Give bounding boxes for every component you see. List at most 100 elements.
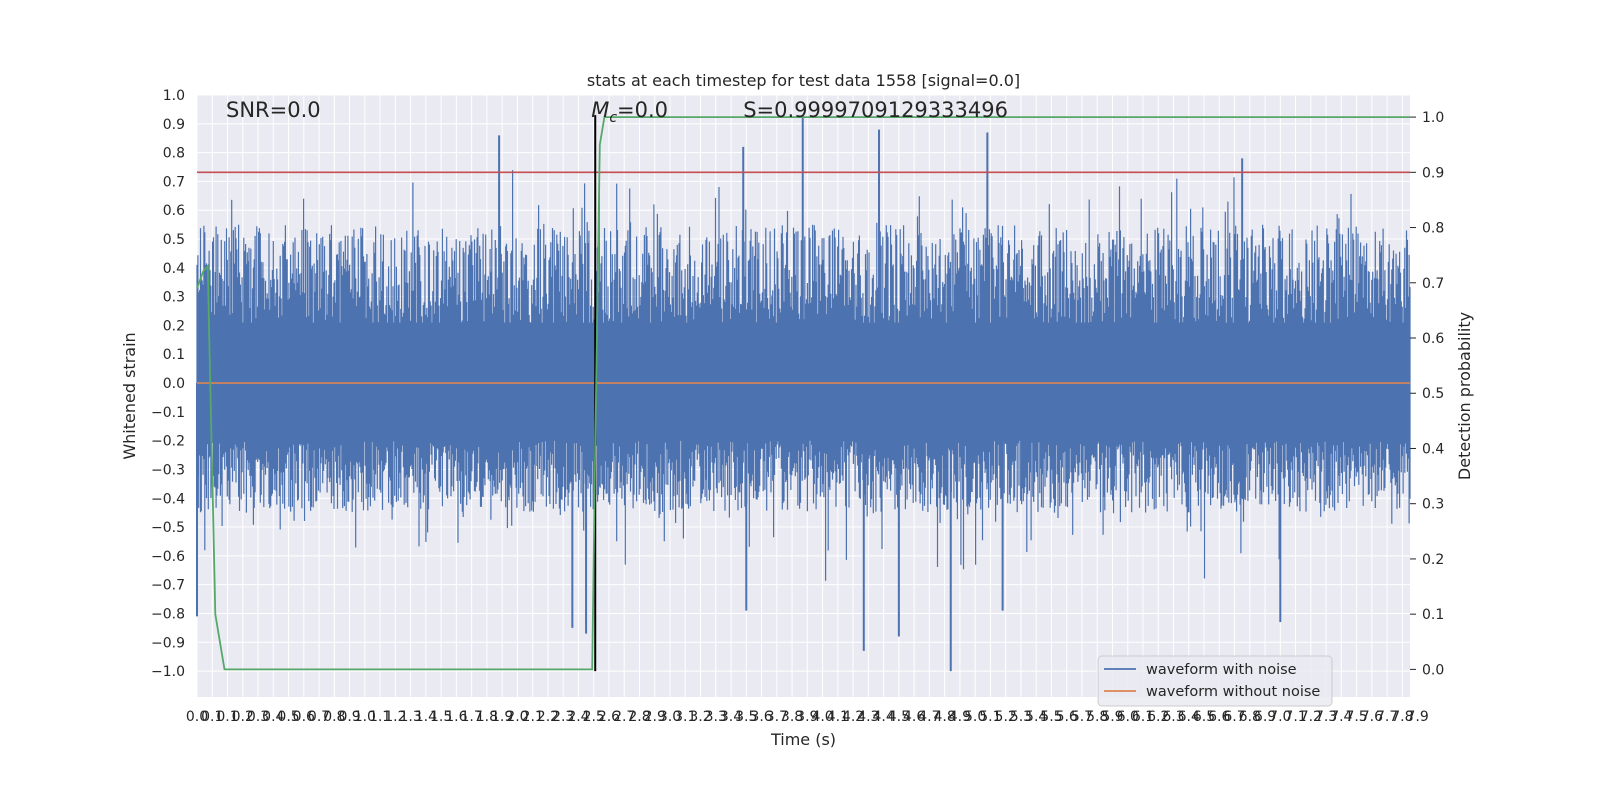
y-tick-label: 1.0 — [163, 88, 185, 104]
y2-tick-label: 0.8 — [1422, 221, 1444, 237]
y-tick-label: −0.7 — [151, 578, 185, 594]
x-tick-label: 4.5 — [888, 709, 910, 725]
x-tick-label: 2.6 — [598, 709, 620, 725]
y-tick-label: 0.5 — [163, 232, 185, 248]
x-tick-label: 0.7 — [308, 709, 330, 725]
lines-layer — [196, 115, 1410, 672]
y2-axis-ticks: 1.0 0.9 0.8 0.7 0.6 0.5 0.4 0.3 0.2 0.1 0.0 — [1410, 110, 1444, 678]
y-tick-label: 0.6 — [163, 203, 185, 219]
x-tick-label: 1.6 — [445, 709, 467, 725]
x-tick-label: 0.1 — [216, 709, 238, 725]
detection-probability-line — [196, 116, 1410, 671]
noise-trace — [196, 170, 1411, 581]
chart-title: stats at each timestep for test data 155… — [587, 71, 1020, 90]
x-tick-label: 6.5 — [1193, 709, 1215, 725]
x-axis-label: Time (s) — [770, 730, 836, 749]
x-tick-label: 6.3 — [1162, 709, 1184, 725]
x-tick-label: 6.9 — [1254, 709, 1276, 725]
x-tick-label: 3.5 — [735, 709, 757, 725]
x-tick-label: 4.7 — [918, 709, 940, 725]
y-tick-label: −1.0 — [151, 664, 185, 680]
y-tick-label: −0.8 — [151, 606, 185, 622]
y2-tick-label: 0.7 — [1422, 276, 1444, 292]
x-tick-label: 1.4 — [415, 709, 437, 725]
x-tick-label: 7.9 — [1406, 709, 1428, 725]
annotation-text: Mc=0.0 — [591, 98, 668, 126]
x-tick-label: 1.8 — [476, 709, 498, 725]
annotation-value: =0.0 — [617, 98, 668, 122]
x-tick-label: 0.4 — [262, 709, 284, 725]
x-tick-label: 4.1 — [827, 709, 849, 725]
x-tick-label: 5.4 — [1025, 709, 1047, 725]
x-tick-label: 3.6 — [750, 709, 772, 725]
x-tick-label: 4.3 — [857, 709, 879, 725]
plot-area — [196, 115, 1411, 672]
x-tick-label: 2.2 — [537, 709, 559, 725]
y-tick-label: 0.2 — [163, 318, 185, 334]
y2-tick-label: 0.6 — [1422, 331, 1444, 347]
x-tick-label: 3.1 — [674, 709, 696, 725]
x-tick-label: 0.3 — [247, 709, 269, 725]
x-tick-label: 2.8 — [628, 709, 650, 725]
y2-tick-label: 0.0 — [1422, 662, 1444, 678]
x-tick-label: 1.1 — [369, 709, 391, 725]
x-tick-label: 4.8 — [934, 709, 956, 725]
y2-axis-label: Detection probability — [1455, 312, 1474, 480]
x-tick-label: 6.1 — [1132, 709, 1154, 725]
x-tick-label: 3.2 — [689, 709, 711, 725]
x-tick-label: 6.6 — [1208, 709, 1230, 725]
x-tick-label: 3.8 — [781, 709, 803, 725]
x-tick-label: 7.6 — [1361, 709, 1383, 725]
x-tick-label: 1.9 — [491, 709, 513, 725]
y2-tick-label: 0.3 — [1422, 497, 1444, 513]
x-tick-label: 3.3 — [705, 709, 727, 725]
x-tick-label: 4.0 — [811, 709, 833, 725]
y-tick-label: 0.9 — [163, 117, 185, 133]
x-tick-label: 5.9 — [1101, 709, 1123, 725]
x-tick-label: 5.0 — [964, 709, 986, 725]
x-tick-label: 0.2 — [232, 709, 254, 725]
y2-tick-label: 1.0 — [1422, 110, 1444, 126]
y-tick-label: −0.3 — [151, 462, 185, 478]
y-tick-label: 0.1 — [163, 347, 185, 363]
x-tick-label: 2.9 — [644, 709, 666, 725]
legend-label: waveform with noise — [1146, 662, 1297, 678]
x-tick-label: 4.6 — [903, 709, 925, 725]
x-tick-label: 1.3 — [399, 709, 421, 725]
x-tick-label: 0.9 — [338, 709, 360, 725]
y-tick-label: 0.4 — [163, 261, 185, 277]
x-tick-label: 5.6 — [1056, 709, 1078, 725]
x-tick-label: 7.8 — [1391, 709, 1413, 725]
legend-label: waveform without noise — [1146, 684, 1320, 700]
y2-tick-label: 0.2 — [1422, 552, 1444, 568]
x-axis-ticks: 0.00.10.10.20.30.40.50.60.70.80.91.01.11… — [186, 709, 1429, 725]
x-tick-label: 0.1 — [201, 709, 223, 725]
x-tick-label: 6.4 — [1178, 709, 1200, 725]
x-tick-label: 6.2 — [1147, 709, 1169, 725]
x-tick-label: 7.4 — [1330, 709, 1352, 725]
x-tick-label: 1.0 — [354, 709, 376, 725]
annotation-math-subscript: c — [609, 110, 617, 126]
waveform-with-noise-series — [196, 115, 1411, 672]
x-tick-label: 2.0 — [506, 709, 528, 725]
y-tick-label: −0.6 — [151, 549, 185, 565]
y-tick-label: 0.7 — [163, 174, 185, 190]
y-tick-label: −0.4 — [151, 491, 185, 507]
y2-tick-label: 0.5 — [1422, 386, 1444, 402]
y-tick-label: −0.2 — [151, 434, 185, 450]
y-tick-label: 0.3 — [163, 290, 185, 306]
x-tick-label: 2.7 — [613, 709, 635, 725]
x-tick-label: 2.3 — [552, 709, 574, 725]
x-tick-label: 7.1 — [1284, 709, 1306, 725]
x-tick-label: 3.9 — [796, 709, 818, 725]
y-tick-label: 0.0 — [163, 376, 185, 392]
y2-tick-label: 0.1 — [1422, 607, 1444, 623]
x-tick-label: 4.2 — [842, 709, 864, 725]
x-tick-label: 5.3 — [1010, 709, 1032, 725]
y-axis-label: Whitened strain — [120, 332, 139, 459]
x-tick-label: 6.7 — [1223, 709, 1245, 725]
x-tick-label: 3.4 — [720, 709, 742, 725]
x-tick-label: 6.8 — [1239, 709, 1261, 725]
x-tick-label: 0.5 — [277, 709, 299, 725]
